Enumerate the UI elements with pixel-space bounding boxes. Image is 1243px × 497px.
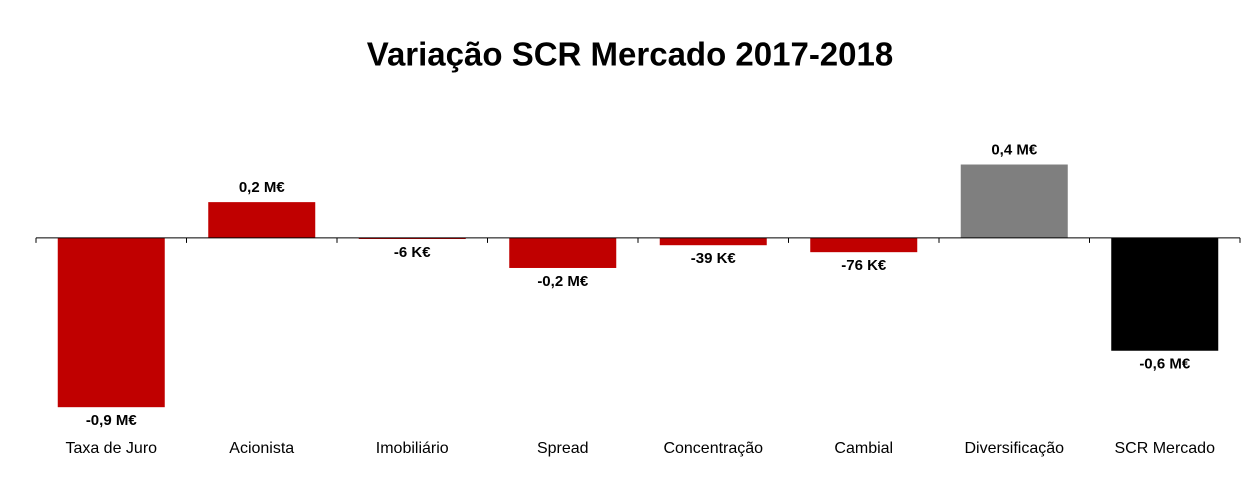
- x-tick-label: Acionista: [229, 440, 294, 457]
- value-label: -6 K€: [394, 244, 431, 261]
- value-label: 0,4 M€: [991, 141, 1038, 158]
- bar: [960, 164, 1068, 238]
- x-tick-label: Diversificação: [964, 440, 1064, 457]
- x-tick-label: Spread: [537, 440, 589, 457]
- x-tick-label: Taxa de Juro: [65, 440, 157, 457]
- bar: [208, 202, 316, 238]
- bar: [810, 237, 918, 253]
- x-tick-label: Imobiliário: [376, 440, 449, 457]
- x-tick-label: Concentração: [663, 440, 763, 457]
- value-label: -0,9 M€: [86, 412, 138, 429]
- value-label: -76 K€: [841, 257, 887, 274]
- value-label: 0,2 M€: [239, 179, 286, 196]
- bar: [509, 237, 617, 268]
- chart-title: Variação SCR Mercado 2017-2018: [367, 36, 893, 73]
- bar: [57, 237, 165, 408]
- bar: [659, 237, 767, 246]
- bar: [1111, 237, 1219, 351]
- value-label: -0,2 M€: [537, 273, 589, 290]
- value-label: -0,6 M€: [1139, 356, 1191, 373]
- bar: [358, 237, 466, 240]
- value-label: -39 K€: [691, 250, 737, 267]
- x-tick-label: Cambial: [834, 440, 893, 457]
- x-tick-label: SCR Mercado: [1115, 440, 1216, 457]
